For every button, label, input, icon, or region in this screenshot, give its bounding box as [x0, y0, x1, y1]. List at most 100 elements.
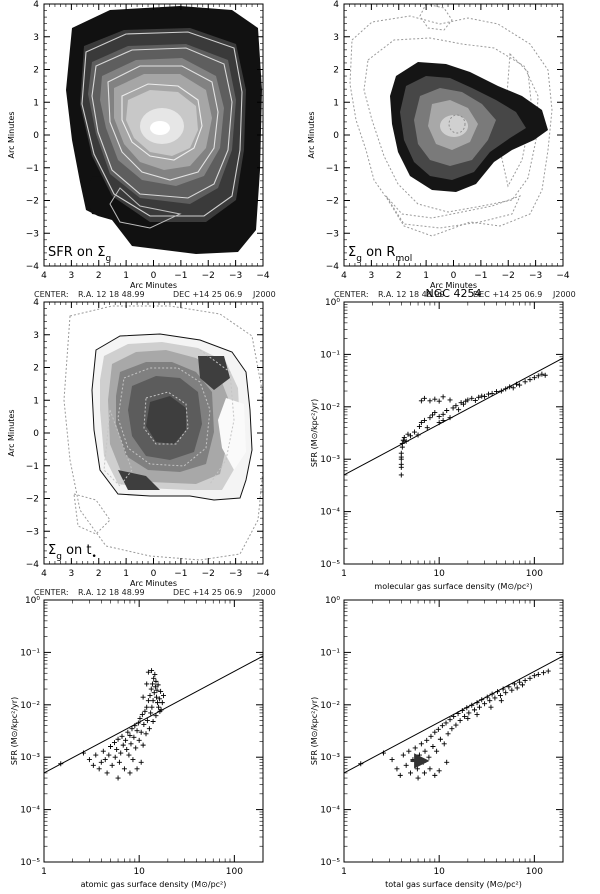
map-fill-level-5: [440, 115, 468, 137]
data-point: [98, 759, 104, 765]
data-point: [514, 685, 520, 691]
y-axis-label: SFR (M⊙/kpc²/yr): [310, 399, 319, 467]
data-point: [441, 741, 447, 747]
data-point: [465, 397, 471, 403]
data-point: [432, 729, 438, 735]
y-tick-label: 10⁻⁴: [20, 806, 40, 816]
data-point: [157, 696, 163, 702]
data-point: [430, 744, 436, 750]
x-tick-label: 100: [526, 569, 543, 579]
data-point: [123, 737, 129, 743]
data-point: [445, 731, 451, 737]
data-point: [116, 759, 122, 765]
data-point: [152, 671, 158, 677]
data-point: [415, 775, 421, 781]
x-tick-label: 2: [96, 569, 102, 579]
map-fill-level-6: [146, 396, 186, 444]
map-fill-patch-1: [198, 356, 230, 390]
data-point: [451, 713, 457, 719]
x-tick-label: 4: [41, 271, 47, 281]
y-tick-label: −1: [26, 164, 39, 174]
x-axis-label: atomic gas surface density (M⊙/pc²): [81, 880, 227, 889]
map-frame-2: 4 3 2 1 0 −1 −2 −3 −4 −4 −3 −2 −1 0 1 2 3 4 Arc Minutes Arc…: [7, 298, 276, 597]
data-point: [150, 719, 156, 725]
center-caption-epoch: J2000: [252, 588, 276, 597]
center-caption-label: CENTER:: [34, 290, 69, 299]
inner-contour: [448, 114, 466, 134]
data-point: [146, 726, 152, 732]
reference-line: [43, 655, 264, 774]
y-tick-label: 1: [33, 396, 39, 406]
data-point: [104, 770, 110, 776]
data-point: [463, 398, 469, 404]
y-tick-label: −2: [326, 197, 339, 207]
data-point: [141, 722, 147, 728]
y-tick-label: −1: [326, 164, 339, 174]
x-axis-label: Arc Minutes: [130, 281, 177, 290]
map-contour-3: [107, 65, 219, 181]
data-point: [434, 748, 440, 754]
data-point: [522, 379, 528, 385]
y-axis-label: Arc Minutes: [7, 111, 16, 158]
data-point: [503, 690, 509, 696]
data-point: [519, 682, 525, 688]
data-point: [497, 693, 503, 699]
corner-label: Σg on t•: [48, 543, 97, 562]
data-point: [143, 731, 149, 737]
y-tick-label: 10⁻⁵: [320, 858, 340, 868]
outer-contour-3: [419, 4, 453, 31]
data-point: [424, 737, 430, 743]
y-tick-label: 10⁻³: [320, 753, 340, 763]
data-point: [439, 723, 445, 729]
x-tick-label: −2: [202, 569, 215, 579]
x-tick-label: −4: [256, 271, 270, 281]
y-axis-label: Arc Minutes: [307, 111, 316, 158]
data-point: [498, 698, 504, 704]
data-point: [147, 693, 153, 699]
data-point: [443, 720, 449, 726]
map-contour-2: [91, 47, 233, 199]
data-point: [389, 757, 395, 763]
inner-contour-1: [117, 367, 211, 467]
data-point: [432, 396, 438, 402]
data-point: [462, 713, 468, 719]
x-tick-label: 2: [96, 271, 102, 281]
outer-contour-5: [385, 195, 521, 229]
map-frame-1: 4 3 2 1 0 −1 −2 −3 −4 −4 −3 −2 −1 0 1 2 3 4 Arc Minutes Arc…: [307, 0, 576, 299]
map-core: [150, 121, 170, 135]
data-point: [401, 434, 407, 440]
y-axis-label: SFR (M⊙/kpc²/yr): [310, 697, 319, 765]
data-point: [471, 707, 477, 713]
y-tick-label: 10⁻⁵: [20, 858, 40, 868]
y-tick-label: 10⁻²: [320, 403, 340, 413]
data-point: [159, 700, 165, 706]
data-point: [432, 772, 438, 778]
scatter-panel-0: 1 10 100 10⁻⁵ 10⁻⁴ 10⁻³ 10⁻² 10⁻¹ 10⁰ NGC 4254 mol…: [310, 287, 564, 591]
data-point: [403, 438, 409, 444]
x-tick-label: −2: [502, 271, 515, 281]
y-tick-label: −3: [26, 527, 39, 537]
y-tick-label: −4: [26, 262, 40, 272]
data-point: [106, 752, 112, 758]
data-point: [149, 668, 155, 674]
y-tick-label: 10⁻¹: [20, 648, 40, 658]
data-point: [418, 398, 424, 404]
data-point: [405, 431, 411, 437]
data-point: [138, 759, 144, 765]
x-tick-label: 3: [369, 271, 375, 281]
reference-line: [343, 357, 564, 476]
data-point: [474, 712, 480, 718]
x-tick-label: −3: [229, 271, 242, 281]
x-tick-label: 3: [69, 569, 75, 579]
data-point: [503, 386, 509, 392]
data-point: [140, 742, 146, 748]
scatter-panel-2: 1 10 100 10⁻⁵ 10⁻⁴ 10⁻³ 10⁻² 10⁻¹ 10⁰ total gas s…: [310, 596, 564, 889]
x-tick-label: 1: [123, 569, 129, 579]
y-tick-label: 3: [33, 331, 39, 341]
data-point: [109, 762, 115, 768]
x-axis-label: molecular gas surface density (M⊙/pc²): [374, 582, 532, 591]
x-tick-label: 0: [151, 569, 157, 579]
data-point: [132, 723, 138, 729]
x-tick-label: −1: [174, 569, 187, 579]
x-tick-label: 10: [433, 867, 445, 877]
